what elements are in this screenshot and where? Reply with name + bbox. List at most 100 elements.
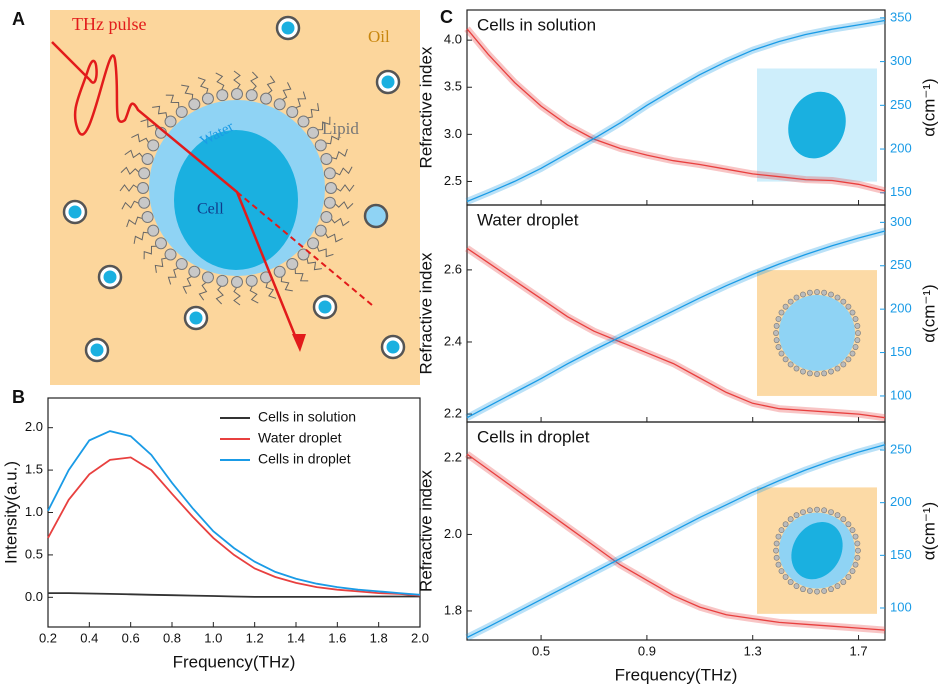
lipid-head xyxy=(245,274,258,287)
lipid-head xyxy=(201,271,214,284)
inset-lipid xyxy=(854,323,861,329)
lipid-head xyxy=(320,211,333,224)
lipid-tail xyxy=(120,166,140,175)
plot-frame xyxy=(466,421,886,641)
cell xyxy=(174,130,298,270)
line xyxy=(47,430,421,596)
diagram-label: Lipid xyxy=(322,119,359,138)
droplet-core xyxy=(90,343,104,357)
droplet-core xyxy=(318,300,332,314)
inset-lipid xyxy=(828,291,834,298)
y2-tick-label: 100 xyxy=(890,599,912,614)
lipid-tail xyxy=(154,257,168,273)
legend-label: Cells in droplet xyxy=(258,451,351,467)
inset-lipid xyxy=(800,586,806,593)
y-tick-label: 1.5 xyxy=(25,462,43,477)
diagram-label: Cell xyxy=(197,201,224,218)
lipid-tail xyxy=(133,231,149,244)
lipid-tail xyxy=(306,257,322,271)
inset-lipid xyxy=(840,516,847,523)
y2-tick-label: 300 xyxy=(890,214,912,229)
y-axis-label: Intensity(a.u.) xyxy=(1,461,20,564)
x-axis-label: Frequency(THz) xyxy=(615,665,738,684)
line xyxy=(466,247,886,419)
inset-lipid xyxy=(782,574,789,580)
lipid-tail xyxy=(324,232,343,243)
inset-lipid xyxy=(787,579,794,585)
inset-lipid xyxy=(855,330,861,336)
lipid-head xyxy=(137,182,149,194)
inset-lipid xyxy=(775,533,782,540)
inset-lipid xyxy=(778,350,785,357)
lipid-head xyxy=(175,258,188,271)
legend-label: Cells in solution xyxy=(258,409,356,425)
y-tick-label: 2.0 xyxy=(25,419,43,434)
lipid-head xyxy=(320,152,333,165)
inset-lipid xyxy=(775,561,782,568)
inset-lipid xyxy=(814,506,820,513)
inset-lipid xyxy=(852,533,859,540)
line xyxy=(48,592,420,598)
inset-lipid xyxy=(773,540,780,547)
line xyxy=(466,453,886,631)
lipid-tail xyxy=(124,149,144,159)
lipid-head xyxy=(147,139,160,152)
lipid-head xyxy=(188,265,201,278)
lipid-tail xyxy=(233,70,241,90)
inset-lipid xyxy=(849,350,856,357)
droplet-core xyxy=(103,270,117,284)
y-axis-label: Refractive index xyxy=(416,470,435,592)
lipid-head xyxy=(297,115,310,128)
inset-lipid xyxy=(834,583,841,590)
y2-axis-label: α(cm⁻¹) xyxy=(919,502,938,560)
lipid-head xyxy=(216,89,229,102)
inset-lipid xyxy=(821,507,828,514)
y2-tick-label: 250 xyxy=(890,441,912,456)
panel-label: C xyxy=(440,7,453,27)
inset-lipid xyxy=(793,294,800,301)
lipid-head xyxy=(307,237,320,250)
lipid-head xyxy=(260,92,273,105)
lipid-head xyxy=(201,92,214,105)
legend-label: Water droplet xyxy=(258,430,342,446)
y-tick-label: 2.6 xyxy=(444,261,462,276)
lipid-head xyxy=(307,126,320,139)
inset-lipid xyxy=(778,309,785,316)
lipid-head xyxy=(141,152,154,165)
inset-lipid xyxy=(782,303,789,310)
y2-tick-label: 350 xyxy=(890,9,912,24)
inset-cell xyxy=(788,91,846,159)
y-tick-label: 2.2 xyxy=(444,406,462,421)
inset-lipid xyxy=(852,561,859,568)
lipid-tail xyxy=(182,275,193,294)
inset-lipid xyxy=(852,344,859,350)
lipid-tail xyxy=(215,285,224,305)
inset-lipid xyxy=(821,289,828,296)
lipid-head xyxy=(231,276,243,288)
plot-title: Cells in droplet xyxy=(477,427,590,446)
inset-lipid xyxy=(828,368,834,375)
y-tick-label: 2.0 xyxy=(444,526,462,541)
lipid-head xyxy=(286,258,299,271)
lipid-tail xyxy=(331,148,348,160)
inset-lipid xyxy=(855,547,861,554)
line xyxy=(466,230,886,419)
inset-lipid xyxy=(840,579,847,585)
inset-lipid xyxy=(854,540,861,547)
inset-lipid xyxy=(773,323,780,329)
y-tick-label: 2.4 xyxy=(444,333,462,348)
lipid-head xyxy=(188,98,201,111)
x-axis-label: Frequency(THz) xyxy=(173,652,296,671)
lipid-tail xyxy=(121,200,140,210)
y2-tick-label: 250 xyxy=(890,257,912,272)
y2-tick-label: 200 xyxy=(890,301,912,316)
y-tick-label: 3.5 xyxy=(444,79,462,94)
inset-lipid xyxy=(834,294,841,301)
inset-lipid xyxy=(778,568,785,575)
lipid-head xyxy=(323,167,336,180)
y-tick-label: 2.5 xyxy=(444,173,462,188)
lipid-head xyxy=(138,167,151,180)
lipid-head xyxy=(286,105,299,118)
inset-cell xyxy=(791,522,843,580)
